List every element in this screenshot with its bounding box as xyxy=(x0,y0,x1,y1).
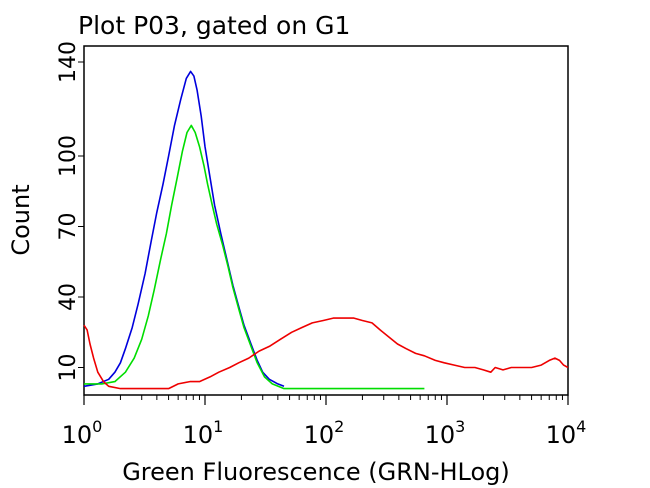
y-tick-label: 140 xyxy=(56,41,81,83)
x-axis-label: Green Fluorescence (GRN-HLog) xyxy=(122,458,510,486)
y-tick-label: 40 xyxy=(56,283,81,311)
x-tick-label: 100 xyxy=(62,417,103,449)
series-line-1 xyxy=(83,70,285,388)
x-tick-label: 102 xyxy=(304,417,345,449)
x-tick-label: 104 xyxy=(546,417,587,449)
plot-area xyxy=(83,45,569,396)
y-axis-label: Count xyxy=(7,184,35,255)
y-tick-label: 70 xyxy=(56,213,81,241)
y-tick-label: 100 xyxy=(56,135,81,177)
chart-title: Plot P03, gated on G1 xyxy=(78,11,350,40)
y-tick-label: 10 xyxy=(56,354,81,382)
series-line-2 xyxy=(84,124,425,390)
series-group xyxy=(83,70,569,390)
x-axis: 100 101 102 103 104 xyxy=(62,395,587,449)
x-tick-label: 103 xyxy=(425,417,466,449)
x-tick-label: 101 xyxy=(183,417,224,449)
series-line-3 xyxy=(83,317,569,390)
y-axis: 10 40 70 100 140 xyxy=(56,41,84,382)
